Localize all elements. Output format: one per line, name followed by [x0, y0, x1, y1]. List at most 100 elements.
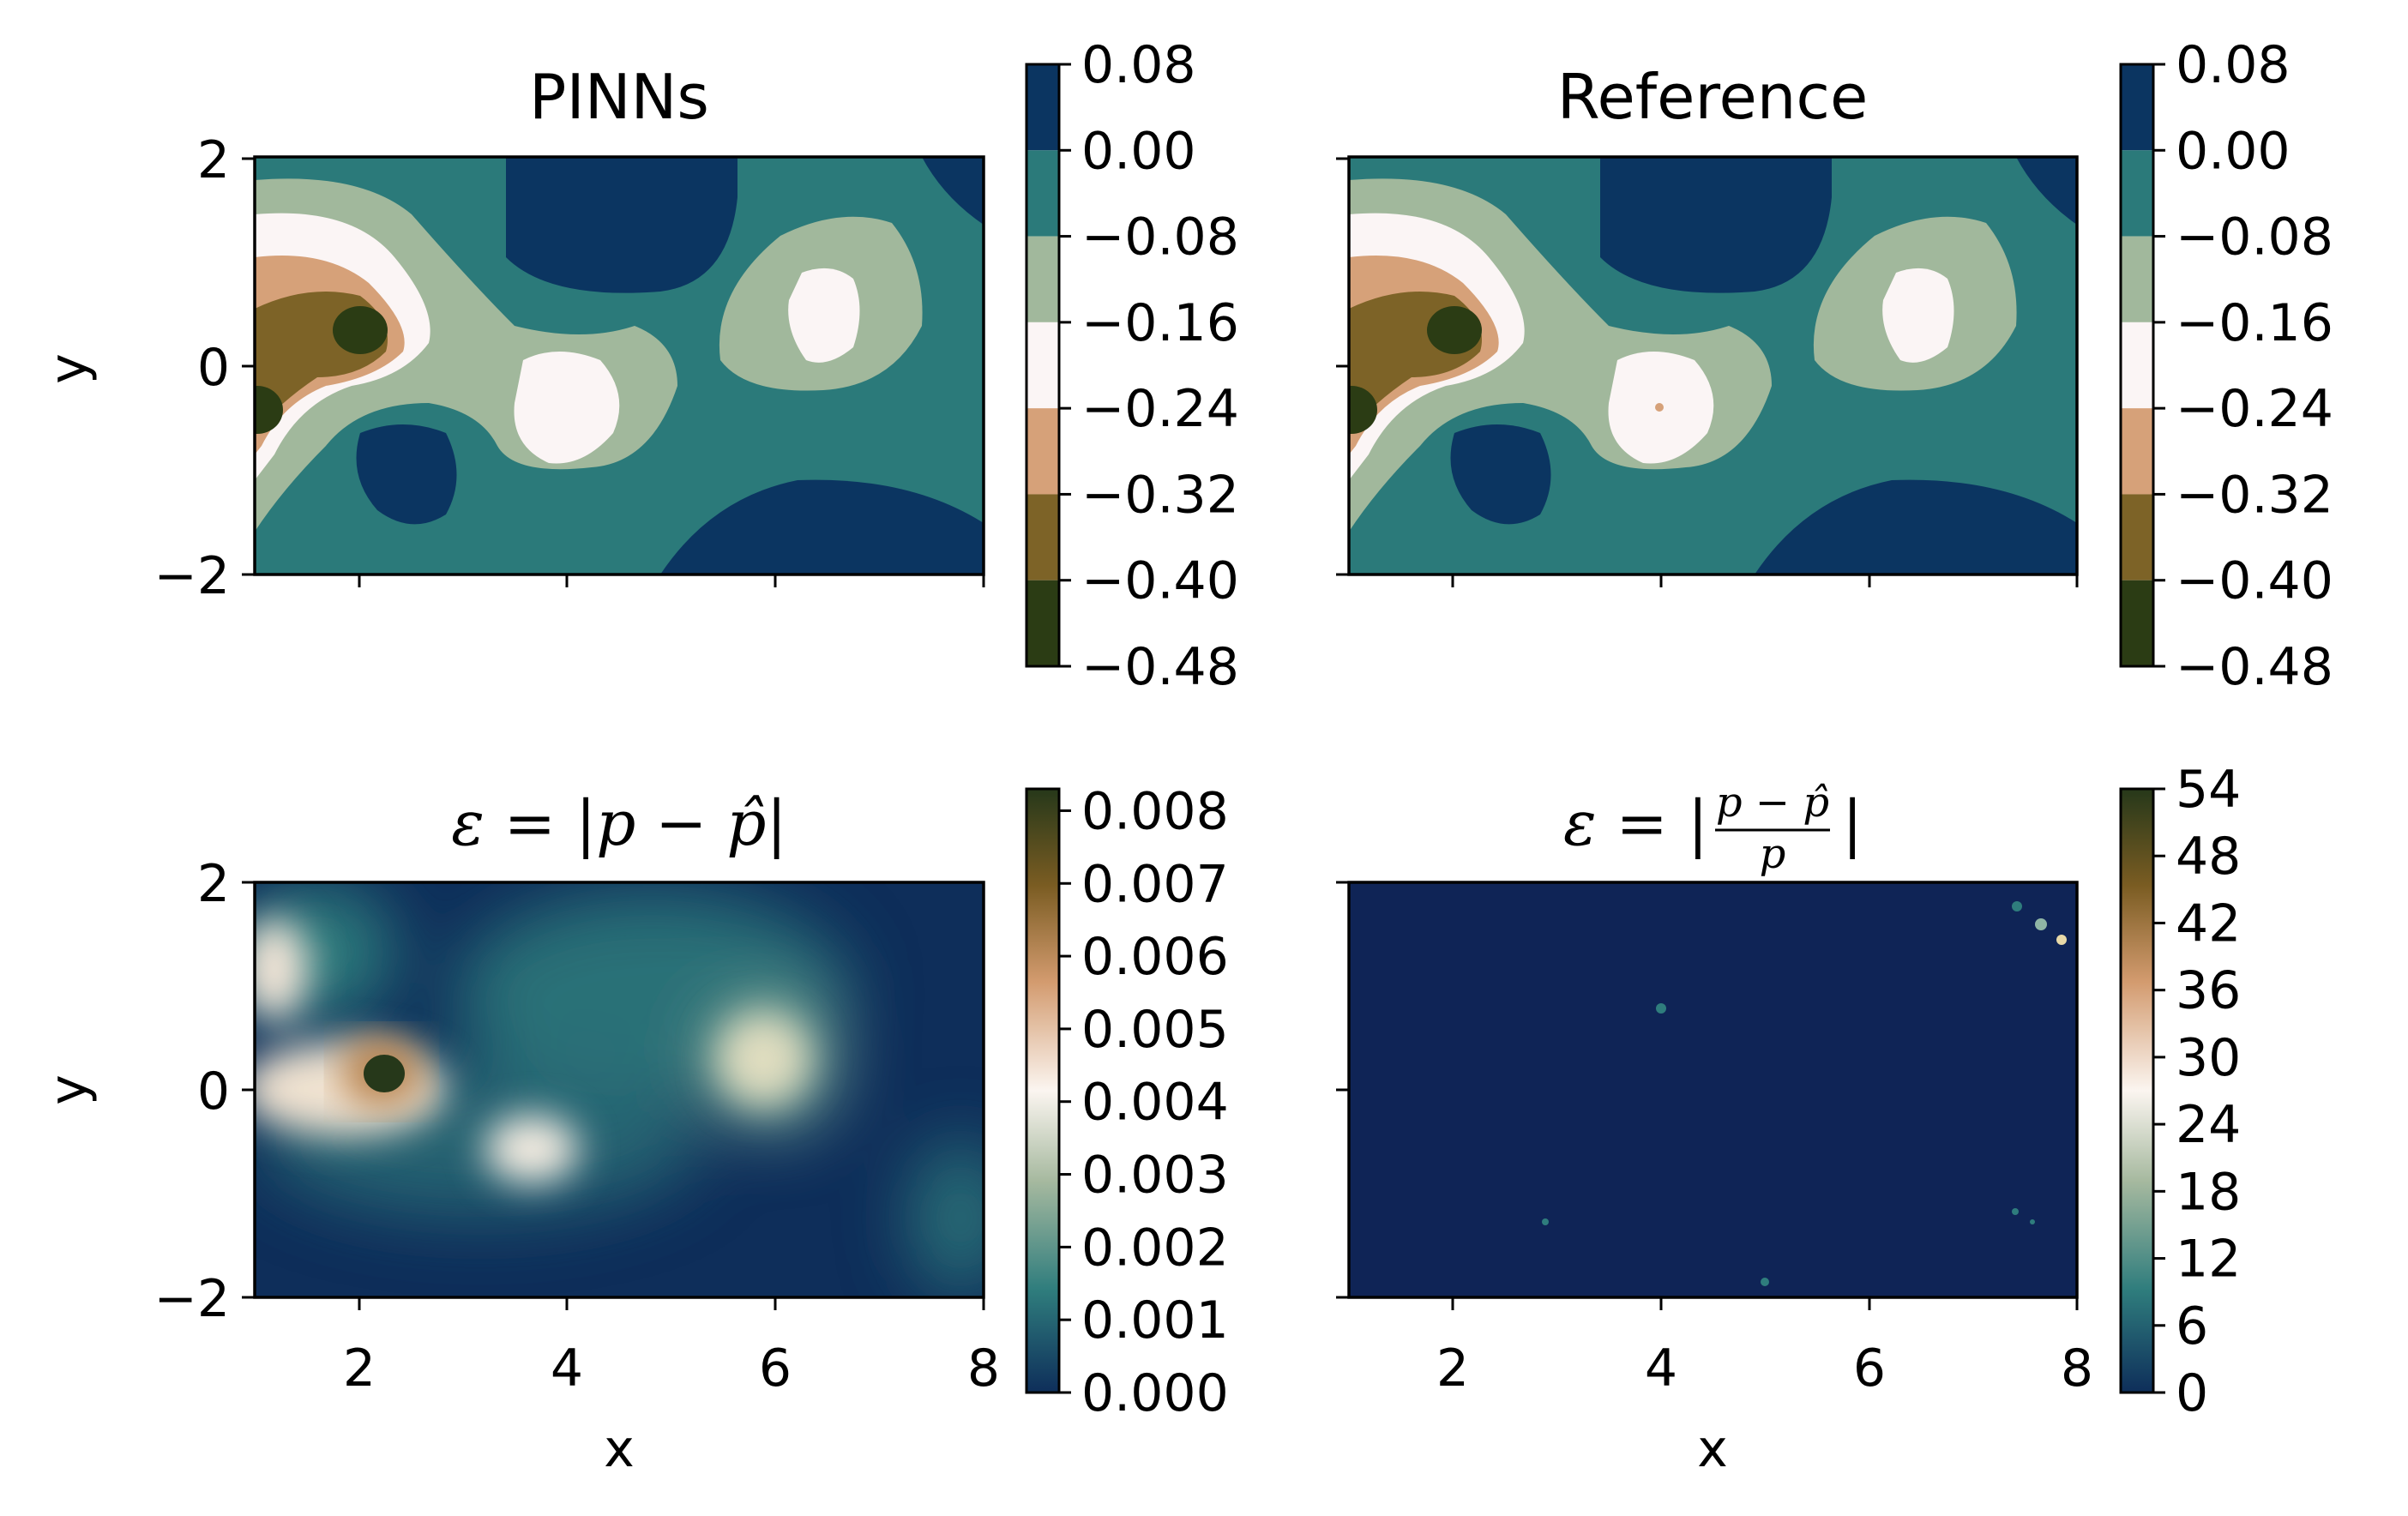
rel-error-background [1349, 882, 2077, 1297]
reference-region-low-dark [1450, 424, 1551, 525]
colorbar-tick-label: 48 [2176, 827, 2241, 887]
colorbar-level-0 [2121, 64, 2153, 151]
colorbar-level-5 [1026, 494, 1059, 581]
abs-error-colorbar: 0.008 0.007 0.006 0.005 0.004 0.003 0.002 0.001… [1025, 781, 1229, 1423]
colorbar-gradient [1026, 789, 1059, 1393]
colorbar-level-1 [1026, 150, 1059, 237]
abs-error-title: ε = |p − p̂| [451, 787, 787, 859]
pinns-field [255, 157, 984, 575]
reference-spot [1655, 403, 1664, 412]
colorbar-level-3 [1026, 322, 1059, 409]
colorbar-tick-label: 54 [2176, 760, 2241, 820]
reference-yticks [1336, 157, 1349, 576]
rel-error-yticks [1336, 881, 1349, 1299]
colorbar-tick-label: 36 [2176, 961, 2241, 1021]
colorbar-tick-label: 0.006 [1081, 927, 1229, 987]
panel-rel-error: ε = | p − p̂ p | x 2 4 6 8 5448423630241… [1336, 760, 2241, 1479]
colorbar-level-2 [2121, 236, 2153, 322]
panel-reference: Reference 0.08 0.00 −0.08 −0.16 −0.24 −0.32 −0… [1336, 35, 2333, 697]
colorbar-frame [2119, 63, 2155, 668]
pinns-yticks: 2 0 −2 [154, 130, 255, 606]
rel-error-title-numerator: p − p̂ [1716, 779, 1829, 827]
abs-error-yticks: 2 0 −2 [154, 854, 255, 1329]
abs-error-xlabel: x [604, 1419, 635, 1479]
colorbar-tick-label: 24 [2176, 1095, 2241, 1155]
colorbar-tick-label: 0.00 [1081, 121, 1196, 181]
abs-error-ylabel: y [39, 1074, 99, 1105]
abs-error-peak [364, 1055, 405, 1092]
rel-error-field [1349, 882, 2077, 1297]
colorbar-tick-label: −0.32 [2176, 465, 2333, 525]
colorbar-tick-label: 30 [2176, 1028, 2241, 1088]
reference-xticks [1451, 575, 2079, 587]
colorbar-tick-label: −0.32 [1081, 465, 1239, 525]
colorbar-tick-label: 42 [2176, 893, 2241, 954]
pinns-level-darkest-a [333, 306, 388, 354]
colorbar-tick-label: −0.24 [2176, 379, 2333, 439]
colorbar-tick-label: 0 [2176, 1363, 2208, 1423]
rel-error-spot-5 [1542, 1218, 1549, 1225]
colorbar-tick-label: 18 [2176, 1162, 2241, 1222]
rel-error-title: ε = | p − p̂ p | [1563, 779, 1863, 878]
abs-error-xtick-8: 8 [967, 1339, 1000, 1399]
pinns-region-corner-dark [922, 157, 984, 225]
rel-error-xtick-2: 2 [1436, 1339, 1469, 1399]
rel-error-title-prefix: ε = | [1563, 787, 1708, 859]
reference-level-darkest-b [1349, 386, 1377, 434]
abs-error-xtick-4: 4 [551, 1339, 583, 1399]
colorbar-tick-label: 12 [2176, 1230, 2241, 1290]
abs-error-xtick-6: 6 [759, 1339, 792, 1399]
rel-error-spot-7 [2012, 1208, 2019, 1215]
pinns-level-white-right [788, 268, 860, 363]
colorbar-tick-label: 0.00 [2176, 121, 2291, 181]
reference-level-white-right [1882, 268, 1954, 363]
colorbar-tick-label: −0.24 [1081, 379, 1239, 439]
colorbar-tick-label: −0.16 [1081, 293, 1239, 353]
colorbar-frame [1025, 787, 1061, 1394]
reference-region-corner-dark [2016, 157, 2077, 225]
colorbar-tick-label: 0.007 [1081, 854, 1229, 914]
pinns-region-low-dark [356, 424, 457, 525]
rel-error-spot-4 [1656, 1003, 1666, 1014]
reference-field [1349, 157, 2077, 575]
abs-error-ytick-neg2: −2 [154, 1269, 230, 1329]
pinns-ytick-0: 0 [197, 338, 230, 398]
rel-error-xtick-6: 6 [1853, 1339, 1886, 1399]
colorbar-tick-label: −0.08 [2176, 208, 2333, 268]
colorbar-tick-label: 0.003 [1081, 1146, 1229, 1206]
rel-error-spot-1 [2012, 901, 2022, 911]
reference-title: Reference [1557, 61, 1869, 133]
pinns-title: PINNs [529, 61, 709, 133]
rel-error-spot-3 [2056, 935, 2067, 945]
colorbar-tick-label: 0.08 [2176, 35, 2291, 95]
rel-error-spot-8 [2030, 1219, 2035, 1224]
abs-error-xtick-2: 2 [343, 1339, 376, 1399]
abs-error-field [255, 882, 984, 1297]
reference-colorbar: 0.08 0.00 −0.08 −0.16 −0.24 −0.32 −0.40 −0.48 [2119, 35, 2333, 697]
colorbar-tick-label: 0.001 [1081, 1290, 1229, 1351]
colorbar-tick-label: 6 [2176, 1296, 2208, 1357]
colorbar-tick-label: −0.08 [1081, 208, 1239, 268]
rel-error-spot-2 [2035, 918, 2047, 930]
pinns-colorbar: 0.08 0.00 −0.08 −0.16 −0.24 −0.32 −0.40 −0.48 [1025, 35, 1239, 697]
pinns-region-bottom-dark [660, 479, 984, 575]
colorbar-frame [1025, 63, 1061, 668]
colorbar-level-3 [2121, 322, 2153, 409]
abs-error-xticks: 2 4 6 8 [343, 1297, 1000, 1399]
rel-error-title-suffix: | [1842, 787, 1863, 859]
reference-level-darkest-a [1427, 306, 1482, 354]
colorbar-tick-label: −0.40 [1081, 551, 1239, 611]
colorbar-tick-label: 0.008 [1081, 781, 1229, 841]
colorbar-tick-label: 0.08 [1081, 35, 1196, 95]
reference-region-bottom-dark [1755, 479, 2077, 575]
colorbar-frame [2119, 787, 2155, 1394]
colorbar-level-5 [2121, 494, 2153, 581]
pinns-ylabel: y [39, 353, 99, 384]
colorbar-level-0 [1026, 64, 1059, 151]
rel-error-spot-6 [1761, 1278, 1769, 1286]
colorbar-level-6 [1026, 580, 1059, 666]
rel-error-xticks: 2 4 6 8 [1436, 1297, 2093, 1399]
colorbar-tick-label: −0.48 [2176, 637, 2333, 697]
pinns-xticks [358, 575, 985, 587]
